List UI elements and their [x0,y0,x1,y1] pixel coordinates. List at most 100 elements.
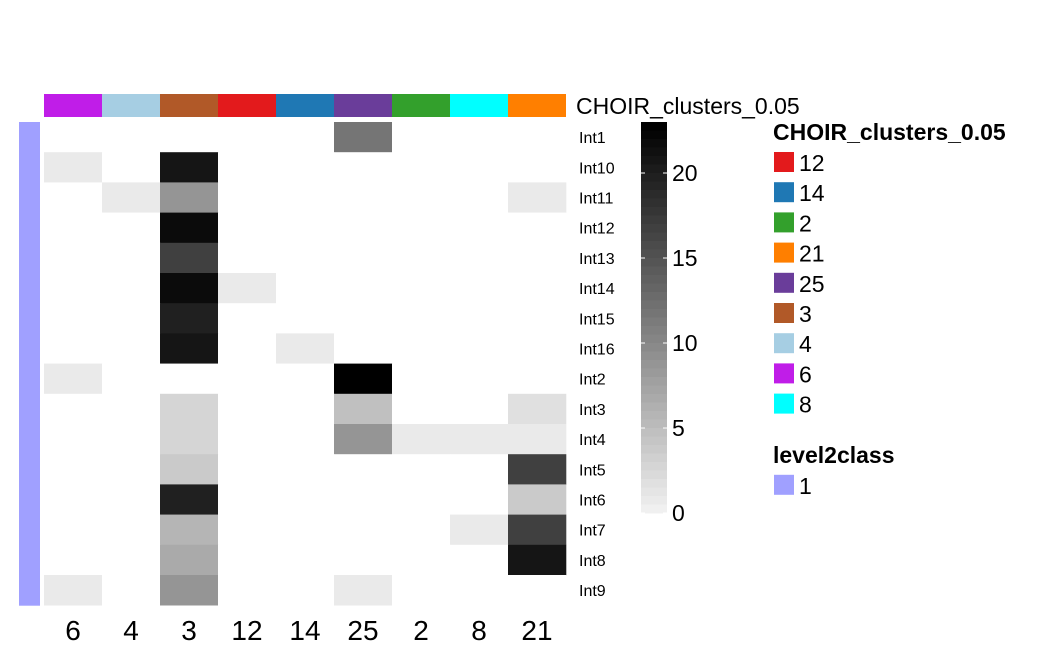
row-annotation-cell-Int3 [19,393,40,425]
legend-label-1: 1 [799,473,812,499]
heatmap-cell-Int7-8 [450,514,509,546]
row-annotation-cell-Int9 [19,575,40,606]
heatmap-cell-Int2-14 [276,363,335,395]
row-label-Int6: Int6 [579,493,606,510]
row-annotation-cell-Int11 [19,182,40,214]
heatmap-cell-Int9-2 [392,575,451,606]
heatmap-cell-Int10-12 [218,152,277,183]
row-annotation-cell-Int2 [19,363,40,395]
heatmap-cell-Int7-3 [160,514,219,546]
column-label-3: 3 [181,615,197,646]
column-annotation-cell-4 [102,94,160,117]
heatmap-cell-Int16-4 [102,333,161,364]
heatmap-cell-Int3-8 [450,393,509,425]
color-scale-step [641,360,667,369]
color-scale-step [641,215,667,225]
color-scale-step [641,453,667,463]
heatmap-cell-Int12-3 [160,212,219,244]
row-label-Int10: Int10 [579,160,615,177]
heatmap-cell-Int6-25 [334,484,393,515]
heatmap-cell-Int11-3 [160,182,219,213]
heatmap-cell-Int3-2 [392,393,451,425]
color-scale-step [641,428,667,437]
heatmap-cell-Int14-6 [44,273,103,304]
color-scale-step [641,402,667,412]
heatmap-cell-Int10-21 [508,152,567,183]
row-annotation-cell-Int6 [19,484,40,516]
heatmap-cell-Int14-4 [102,273,161,304]
heatmap-cell-Int2-3 [160,363,219,395]
color-scale-step [641,181,667,191]
heatmap-cells [44,122,567,606]
color-scale-step [641,190,667,199]
heatmap-cell-Int15-14 [276,303,335,334]
color-scale-step [641,377,667,386]
column-label-12: 12 [231,615,262,646]
heatmap-cell-Int5-2 [392,454,451,485]
heatmap-cell-Int9-8 [450,575,509,606]
heatmap-cell-Int11-21 [508,182,567,213]
row-label-Int13: Int13 [579,251,615,268]
heatmap-cell-Int1-4 [102,122,161,153]
legend-swatch-8 [774,393,794,414]
row-label-Int1: Int1 [579,130,606,147]
heatmap-cell-Int11-2 [392,182,451,213]
heatmap-cell-Int8-2 [392,544,451,576]
heatmap-cell-Int4-14 [276,424,335,455]
heatmap-cell-Int9-14 [276,575,335,606]
heatmap-cell-Int5-6 [44,454,103,485]
heatmap-cell-Int12-12 [218,212,277,244]
row-label-Int14: Int14 [579,281,615,298]
row-annotation-cell-Int4 [19,424,40,455]
heatmap-cell-Int7-6 [44,514,103,546]
heatmap-cell-Int6-8 [450,484,509,515]
legends: CHOIR_clusters_0.05 12 14 2 21 25 3 4 6 8 level2cl… [773,119,1006,499]
color-scale-step [641,436,667,446]
color-scale-step [641,173,667,182]
legend-swatch-25 [774,272,794,293]
column-label-2: 2 [413,615,429,646]
heatmap-cell-Int7-21 [508,514,567,546]
column-label-4: 4 [123,615,139,646]
heatmap-cell-Int15-3 [160,303,219,334]
color-scale-step [641,224,667,233]
heatmap-cell-Int8-21 [508,544,567,576]
heatmap-cell-Int6-2 [392,484,451,515]
row-annotation-cell-Int8 [19,544,40,576]
heatmap-cell-Int4-12 [218,424,277,455]
row-annotation-cell-Int5 [19,454,40,485]
heatmap-cell-Int10-3 [160,152,219,183]
heatmap-cell-Int15-25 [334,303,393,334]
heatmap-cell-Int12-6 [44,212,103,244]
color-scale-step [641,504,667,514]
heatmap-cell-Int13-6 [44,242,103,274]
legend-label-21: 21 [799,241,825,267]
color-scale-label-15: 15 [672,245,698,271]
heatmap-cell-Int14-8 [450,273,509,304]
heatmap-cell-Int15-2 [392,303,451,334]
heatmap-cell-Int12-8 [450,212,509,244]
heatmap-cell-Int1-14 [276,122,335,153]
heatmap-cell-Int10-2 [392,152,451,183]
heatmap-cell-Int5-12 [218,454,277,485]
color-scale-step [641,317,667,327]
row-annotation-cell-Int12 [19,212,40,244]
heatmap-cell-Int15-8 [450,303,509,334]
heatmap-cell-Int5-21 [508,454,567,485]
heatmap-cell-Int15-6 [44,303,103,334]
color-scale-step [641,266,667,276]
legend-label-2: 2 [799,210,812,236]
heatmap-cell-Int14-2 [392,273,451,304]
color-scale-step [641,496,667,505]
heatmap-cell-Int2-25 [334,363,393,395]
heatmap-cell-Int11-8 [450,182,509,213]
legend-label-8: 8 [799,392,812,418]
heatmap-cell-Int6-12 [218,484,277,515]
heatmap-cell-Int9-12 [218,575,277,606]
heatmap-cell-Int6-6 [44,484,103,515]
legend-swatch-14 [774,182,794,203]
row-label-Int15: Int15 [579,311,615,328]
heatmap-cell-Int2-12 [218,363,277,395]
legend-swatch-1 [774,474,794,495]
heatmap-cell-Int2-8 [450,363,509,395]
